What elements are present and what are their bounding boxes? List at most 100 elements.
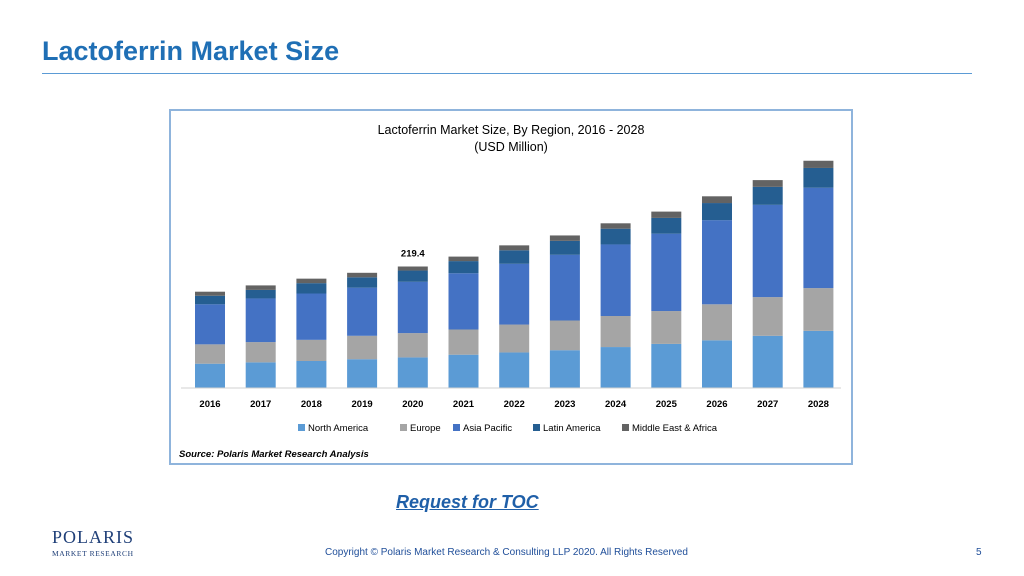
bar-2024-series-2 [600,244,631,316]
bar-2027-series-1 [752,297,783,336]
copyright-text: Copyright © Polaris Market Research & Co… [325,547,688,558]
bar-2020-series-2 [397,281,428,334]
bar-2026-series-0 [702,340,732,388]
bar-2019-series-2 [347,287,378,336]
legend-swatch [533,424,540,431]
x-tick-label: 2019 [352,399,373,410]
polaris-logo: POLARIS MARKET RESEARCH [52,528,134,558]
bar-2020-series-3 [397,270,428,282]
bar-2027-series-3 [752,186,783,205]
bar-2026-series-2 [702,220,732,305]
bar-2024-series-1 [600,316,631,348]
bar-2020-series-4 [397,266,428,271]
page-title: Lactoferrin Market Size [42,36,340,66]
bar-2016-series-4 [195,291,225,296]
bar-2021-series-0 [448,354,479,388]
bar-2027-series-4 [752,180,783,187]
bar-2018-series-1 [296,339,327,361]
bar-2017-series-0 [245,362,276,388]
x-tick-label: 2025 [656,399,678,410]
bar-2016-series-1 [195,344,225,364]
bar-2021-series-3 [448,261,479,274]
bar-2028-series-4 [803,160,834,168]
logo-wordmark: POLARIS [52,527,135,547]
bar-2019-series-1 [347,335,378,360]
bar-2022-series-3 [499,250,530,264]
x-tick-label: 2017 [250,399,271,410]
x-tick-label: 2027 [757,399,778,410]
bar-2019-series-4 [347,272,378,278]
bar-2027-series-2 [752,204,783,298]
bar-2022-series-2 [499,263,530,325]
bar-2018-series-3 [296,283,327,294]
x-tick-label: 2022 [504,399,525,410]
bar-2028-series-3 [803,167,834,188]
stacked-bar-chart: Lactoferrin Market Size, By Region, 2016… [179,123,841,460]
x-tick-label: 2016 [199,399,220,410]
bar-2023-series-1 [549,320,580,351]
bar-2016-series-3 [195,295,225,305]
x-tick-label: 2028 [808,399,829,410]
chart-subtitle: (USD Million) [474,140,548,154]
bar-2023-series-3 [549,240,580,255]
legend-label: Asia Pacific [463,423,512,434]
bar-2018-series-2 [296,293,327,340]
chart-frame: Lactoferrin Market Size, By Region, 2016… [169,109,853,465]
bar-2024-series-3 [600,228,631,245]
bar-2021-series-4 [448,256,479,262]
chart-title: Lactoferrin Market Size, By Region, 2016… [378,123,645,137]
bar-2023-series-0 [549,350,580,388]
legend-label: Europe [410,423,441,434]
bar-2017-series-2 [245,298,276,343]
x-tick-label: 2023 [554,399,575,410]
bar-2026-series-4 [702,196,732,204]
legend-label: North America [308,423,369,434]
bar-2018-series-4 [296,278,327,284]
bar-2025-series-3 [651,217,682,234]
bar-2028-series-2 [803,187,834,289]
legend-swatch [453,424,460,431]
x-tick-label: 2024 [605,399,627,410]
bar-2017-series-1 [245,342,276,363]
bar-2018-series-0 [296,361,327,388]
bar-2019-series-3 [347,277,378,288]
legend-label: Latin America [543,423,601,434]
bar-2024-series-0 [600,347,631,388]
logo-tagline: MARKET RESEARCH [52,549,134,558]
bar-2019-series-0 [347,359,378,388]
bar-2020-series-1 [397,333,428,358]
bar-2024-series-4 [600,223,631,229]
bar-2025-series-0 [651,343,682,388]
bar-2016-series-2 [195,304,225,345]
bar-2023-series-4 [549,235,580,241]
bar-2022-series-0 [499,352,530,388]
bar-2028-series-1 [803,288,834,331]
x-tick-label: 2020 [402,399,423,410]
bar-2026-series-3 [702,203,732,221]
bar-2017-series-4 [245,285,276,290]
legend-swatch [622,424,629,431]
bar-2026-series-1 [702,304,732,341]
bar-2022-series-1 [499,324,530,353]
bar-2025-series-1 [651,311,682,344]
bar-2027-series-0 [752,335,783,388]
bar-2025-series-4 [651,211,682,218]
bar-2016-series-0 [195,363,225,388]
bar-2022-series-4 [499,245,530,251]
bar-2023-series-2 [549,254,580,321]
x-tick-label: 2026 [706,399,727,410]
legend-label: Middle East & Africa [632,423,718,434]
bar-2028-series-0 [803,330,834,388]
source-note: Source: Polaris Market Research Analysis [179,449,369,460]
x-tick-label: 2018 [301,399,322,410]
bar-2021-series-1 [448,329,479,355]
data-label-2020: 219.4 [401,249,425,260]
x-tick-label: 2021 [453,399,475,410]
request-toc-link[interactable]: Request for TOC [396,492,539,512]
bar-2025-series-2 [651,233,682,312]
page-number: 5 [976,547,982,558]
bar-2021-series-2 [448,273,479,330]
bar-2020-series-0 [397,357,428,388]
bar-2017-series-3 [245,289,276,299]
title-divider [42,73,972,74]
